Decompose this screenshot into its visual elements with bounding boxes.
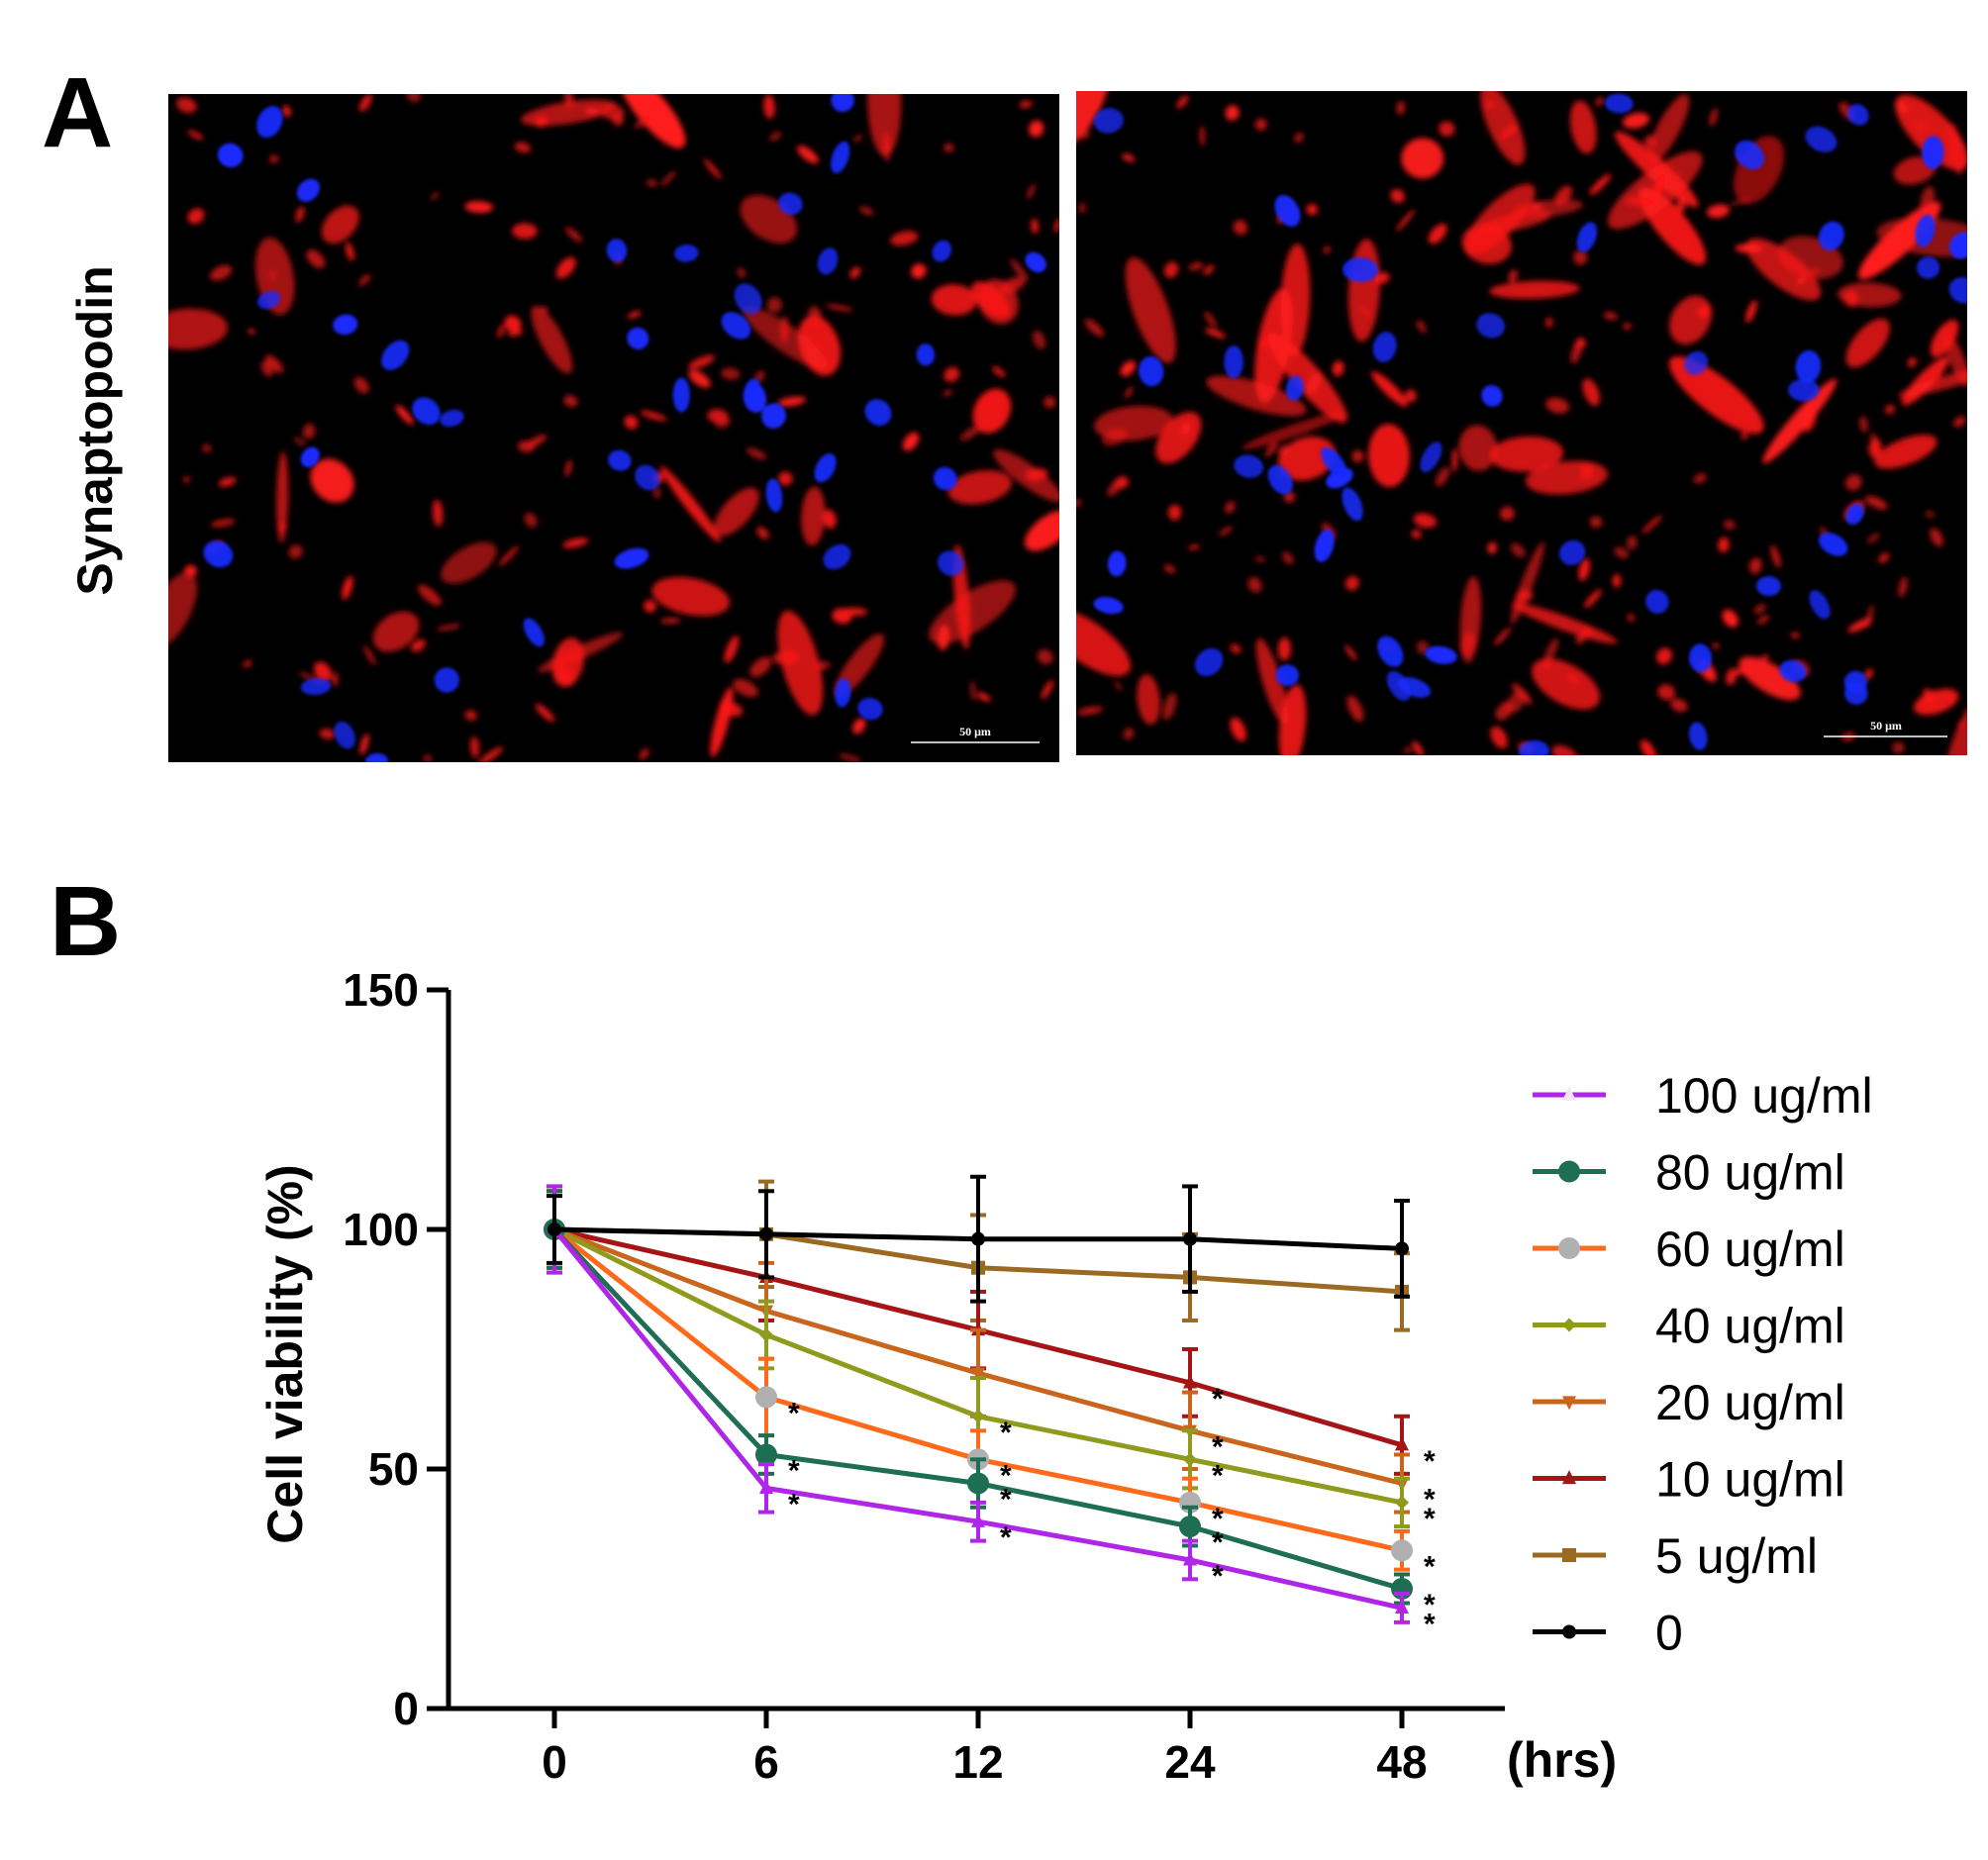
significance-star: * (1424, 1484, 1436, 1517)
significance-star: * (1212, 1560, 1224, 1593)
significance-star: * (1212, 1383, 1224, 1416)
data-point (759, 1479, 773, 1494)
y-tick-label: 100 (343, 1204, 419, 1255)
panel-a-letter: A (42, 57, 113, 168)
data-point (971, 1513, 985, 1527)
legend-marker (1562, 1470, 1576, 1485)
data-point (755, 1443, 777, 1466)
legend-item: 100 ug/ml (1533, 1068, 1873, 1124)
significance-star: * (1424, 1608, 1436, 1640)
significance-star: * (1000, 1459, 1012, 1492)
data-point (1183, 1374, 1197, 1389)
line-chart: 0 50 100 150 0 6 12 24 48 Cell viability (%) (h… (257, 964, 1873, 1788)
nuclei (1093, 93, 1967, 755)
legend-item: 10 ug/ml (1533, 1452, 1845, 1508)
data-point (971, 1367, 985, 1382)
legend-marker (1562, 1396, 1576, 1411)
legend-label: 0 (1655, 1606, 1683, 1661)
x-tick-label: 12 (952, 1736, 1003, 1788)
data-point (1183, 1231, 1197, 1246)
data-point (759, 1327, 773, 1342)
data-point (971, 1409, 985, 1423)
data-point (1395, 1436, 1409, 1451)
data-point (967, 1472, 989, 1495)
y-axis-title: Cell viability (%) (257, 1164, 313, 1543)
legend-label: 20 ug/ml (1655, 1375, 1845, 1430)
legend-label: 60 ug/ml (1655, 1222, 1845, 1277)
significance-star: * (788, 1397, 800, 1429)
significance-star: * (1212, 1503, 1224, 1535)
panel-b-letter: B (50, 866, 121, 977)
significance-star: * (788, 1454, 800, 1487)
x-tick-label: 0 (542, 1736, 567, 1788)
significance-star: * (1212, 1526, 1224, 1559)
scale-bar-label: 50 μm (1870, 719, 1902, 733)
legend-marker (1558, 1160, 1580, 1183)
legend-marker (1558, 1237, 1580, 1259)
scale-bar-label: 50 μm (959, 725, 991, 738)
significance-star: * (1212, 1459, 1224, 1492)
data-point (547, 1223, 561, 1236)
legend-label: 5 ug/ml (1655, 1528, 1818, 1584)
series (547, 1174, 1410, 1304)
significance-star: * (1424, 1503, 1436, 1535)
x-axis-title: (hrs) (1507, 1732, 1617, 1788)
y-tick-label: 150 (343, 964, 419, 1016)
legend-marker (1562, 1086, 1576, 1101)
legend-marker (1562, 1548, 1576, 1562)
legend-item: 20 ug/ml (1533, 1375, 1845, 1430)
data-point (1183, 1452, 1197, 1467)
legend-item: 5 ug/ml (1533, 1528, 1818, 1584)
legend-item: 40 ug/ml (1533, 1299, 1845, 1354)
micrograph-left: 50 μm (168, 94, 1059, 762)
y-tick-label: 0 (393, 1683, 419, 1734)
data-point (1183, 1551, 1197, 1566)
series (547, 1184, 1410, 1529)
significance-star: * (1000, 1484, 1012, 1517)
legend-label: 80 ug/ml (1655, 1145, 1845, 1201)
legend-item: 60 ug/ml (1533, 1222, 1845, 1277)
data-point (1179, 1516, 1201, 1538)
legend-label: 40 ug/ml (1655, 1299, 1845, 1354)
legend-item: 80 ug/ml (1533, 1145, 1845, 1201)
significance-star: * (1000, 1417, 1012, 1449)
data-point (1395, 1599, 1409, 1614)
significance-star: * (1424, 1589, 1436, 1621)
data-point (1391, 1539, 1413, 1562)
legend-marker (1562, 1624, 1576, 1639)
data-point (1395, 1495, 1409, 1510)
data-point (971, 1231, 985, 1246)
legend: 100 ug/ml 80 ug/ml 60 ug/ml 40 ug/ml 20 … (1533, 1068, 1873, 1661)
significance-star: * (788, 1488, 800, 1520)
significance-star: * (1424, 1550, 1436, 1583)
legend-label: 10 ug/ml (1655, 1452, 1845, 1508)
data-point (755, 1386, 777, 1409)
significance-star: * (1424, 1445, 1436, 1478)
x-tick-label: 24 (1164, 1736, 1216, 1788)
nuclei (203, 94, 1046, 762)
micrograph-right: 50 μm (1076, 91, 1967, 755)
data-point (759, 1226, 773, 1241)
synaptopodin-stain (168, 94, 1059, 762)
x-tick-label: 6 (753, 1736, 779, 1788)
series (547, 1184, 1410, 1624)
legend-item: 0 (1533, 1606, 1683, 1661)
data-point (1395, 1241, 1409, 1256)
y-tick-label: 50 (368, 1443, 419, 1495)
significance-star: * (1000, 1521, 1012, 1554)
legend-label: 100 ug/ml (1655, 1068, 1873, 1124)
row-label-synaptopodin: Synaptopodin (67, 265, 123, 595)
legend-marker (1562, 1318, 1576, 1332)
significance-star: * (1212, 1430, 1224, 1463)
synaptopodin-stain (1076, 91, 1967, 755)
x-tick-label: 48 (1376, 1736, 1427, 1788)
